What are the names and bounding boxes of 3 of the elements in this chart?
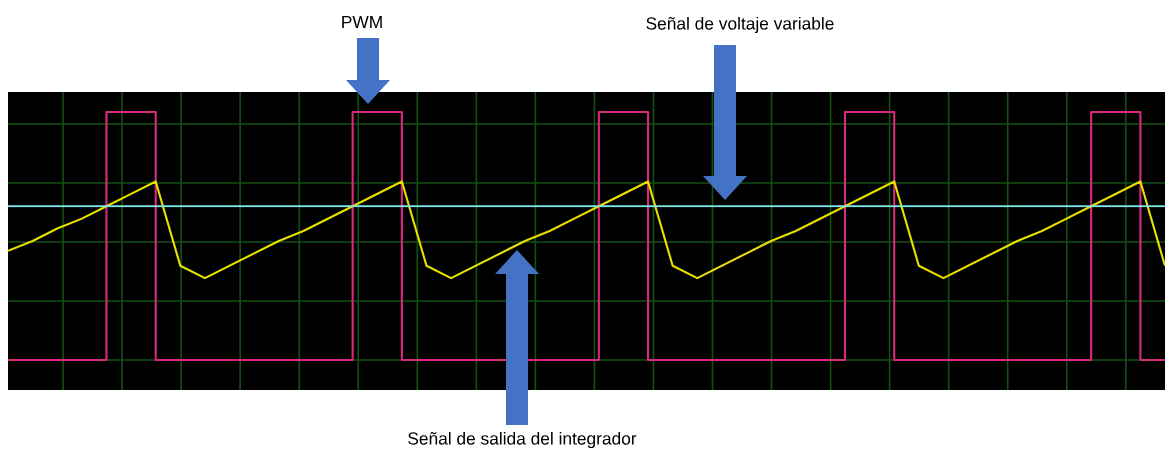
text: Señal de salida del integrador <box>408 431 637 449</box>
text: PWM <box>342 16 382 28</box>
text: Señal de voltaje variable <box>646 16 834 34</box>
